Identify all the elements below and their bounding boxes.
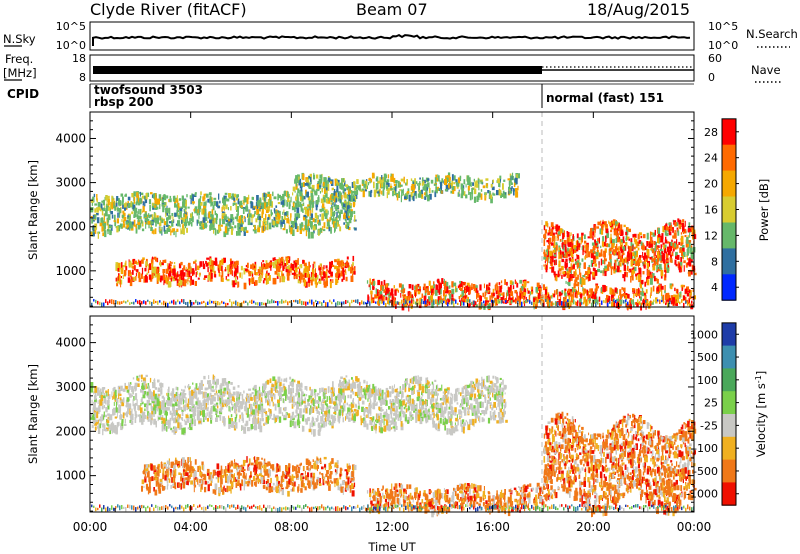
y-tick-label: 2000 bbox=[55, 220, 86, 234]
y-tick-label: 1000 bbox=[55, 264, 86, 278]
colorbar-tick-label: -1000 bbox=[686, 488, 718, 501]
freq-unit-label: [MHz] bbox=[3, 66, 37, 80]
y-tick-label: 4000 bbox=[55, 131, 86, 145]
colorbar-swatch bbox=[722, 391, 736, 415]
velocity-echoes bbox=[90, 374, 697, 518]
x-tick-label: 00:00 bbox=[73, 520, 108, 534]
colorbar-swatch bbox=[722, 118, 736, 146]
colorbar-swatch bbox=[722, 274, 736, 301]
colorbar-tick-label: 12 bbox=[704, 229, 718, 242]
colorbar-tick-label: 4 bbox=[711, 281, 718, 294]
power-colorbar-label: Power [dB] bbox=[757, 179, 771, 242]
velocity-x-axis: 00:00 04:00 08:00 12:00 16:00 20:00 00:00 bbox=[73, 112, 712, 534]
freq-strip: Freq. [MHz] 18 8 60 0 Nave bbox=[3, 52, 782, 84]
colorbar-swatch bbox=[722, 170, 736, 197]
nave-tick-top: 60 bbox=[708, 52, 722, 65]
freq-tick-bottom: 8 bbox=[79, 71, 86, 84]
colorbar-tick-label: -25 bbox=[700, 419, 718, 432]
nsky-strip: N.Sky 10^5 10^0 10^5 10^0 N.Search bbox=[3, 20, 798, 52]
power-y-axis: 1000 2000 3000 4000 bbox=[55, 120, 694, 307]
colorbar-tick-label: 100 bbox=[697, 374, 718, 387]
nsky-trace bbox=[92, 33, 691, 46]
colorbar-tick-label: 20 bbox=[704, 178, 718, 191]
nsearch-tick-bottom: 10^0 bbox=[708, 39, 738, 52]
colorbar-swatch bbox=[722, 322, 736, 347]
colorbar-swatch bbox=[722, 414, 736, 438]
beam-title: Beam 07 bbox=[356, 0, 428, 19]
colorbar-swatch bbox=[722, 436, 736, 461]
x-tick-label: 00:00 bbox=[677, 520, 712, 534]
nsearch-tick-top: 10^5 bbox=[708, 20, 738, 33]
colorbar-tick-label: 24 bbox=[704, 152, 718, 165]
nsky-frame bbox=[89, 21, 695, 51]
nave-tick-bottom: 0 bbox=[708, 71, 715, 84]
x-tick-label: 20:00 bbox=[576, 520, 611, 534]
cpid-entry-normal: normal (fast) 151 bbox=[546, 91, 664, 105]
nsearch-label: N.Search bbox=[746, 27, 798, 41]
colorbar-swatch bbox=[722, 345, 736, 369]
colorbar-swatch bbox=[722, 222, 736, 249]
colorbar-tick-label: 1000 bbox=[690, 328, 718, 341]
y-tick-label: 4000 bbox=[55, 336, 86, 350]
colorbar-swatch bbox=[722, 368, 736, 392]
cpid-strip: CPID twofsound 3503 rbsp 200 normal (fas… bbox=[7, 83, 694, 109]
x-tick-label: 08:00 bbox=[274, 520, 309, 534]
nave-label: Nave bbox=[751, 63, 781, 77]
freq-tick-top: 18 bbox=[72, 52, 86, 65]
power-colorbar: 28 24 20 16 12 8 4 bbox=[704, 118, 739, 301]
colorbar-swatch bbox=[722, 248, 736, 275]
colorbar-swatch bbox=[722, 459, 736, 483]
freq-frame bbox=[89, 54, 695, 82]
x-tick-label: 12:00 bbox=[375, 520, 410, 534]
colorbar-tick-label: 28 bbox=[704, 126, 718, 139]
freq-label: Freq. bbox=[5, 52, 33, 66]
colorbar-tick-label: -500 bbox=[693, 465, 718, 478]
colorbar-tick-label: 16 bbox=[704, 204, 718, 217]
velocity-y-axis: 1000 2000 3000 4000 bbox=[55, 324, 694, 512]
x-tick-label: 16:00 bbox=[475, 520, 510, 534]
velocity-colorbar: 1000 500 100 25 -25 -100 -500 -1000 bbox=[686, 322, 739, 506]
nsky-tick-top: 10^5 bbox=[56, 20, 86, 33]
colorbar-swatch bbox=[722, 482, 736, 506]
nsky-label: N.Sky bbox=[3, 32, 36, 46]
cpid-entry-twofsound: twofsound 3503 bbox=[94, 83, 203, 97]
velocity-ylabel: Slant Range [km] bbox=[26, 364, 40, 464]
nsky-tick-bottom: 10^0 bbox=[56, 39, 86, 52]
velocity-xlabel: Time UT bbox=[367, 540, 416, 554]
power-echoes bbox=[90, 172, 697, 312]
colorbar-tick-label: 500 bbox=[697, 351, 718, 364]
colorbar-frame bbox=[721, 322, 737, 506]
colorbar-swatch bbox=[722, 144, 736, 172]
colorbar-tick-label: 8 bbox=[711, 255, 718, 268]
colorbar-tick-label: -100 bbox=[693, 442, 718, 455]
station-title: Clyde River (fitACF) bbox=[90, 0, 247, 19]
power-ylabel: Slant Range [km] bbox=[26, 160, 40, 260]
y-tick-label: 3000 bbox=[55, 380, 86, 394]
cpid-entry-rbsp: rbsp 200 bbox=[94, 95, 153, 109]
x-tick-label: 04:00 bbox=[173, 520, 208, 534]
colorbar-swatch bbox=[722, 196, 736, 223]
y-tick-label: 1000 bbox=[55, 469, 86, 483]
cpid-label: CPID bbox=[7, 87, 39, 101]
power-panel: 1000 2000 3000 4000 Slant Range [km] 28 24 20… bbox=[26, 111, 771, 312]
y-tick-label: 2000 bbox=[55, 424, 86, 438]
y-tick-label: 3000 bbox=[55, 176, 86, 190]
freq-band bbox=[93, 66, 542, 74]
velocity-colorbar-label: Velocity [m s-1] bbox=[754, 371, 769, 458]
colorbar-tick-label: 25 bbox=[704, 397, 718, 410]
date-title: 18/Aug/2015 bbox=[587, 0, 690, 19]
